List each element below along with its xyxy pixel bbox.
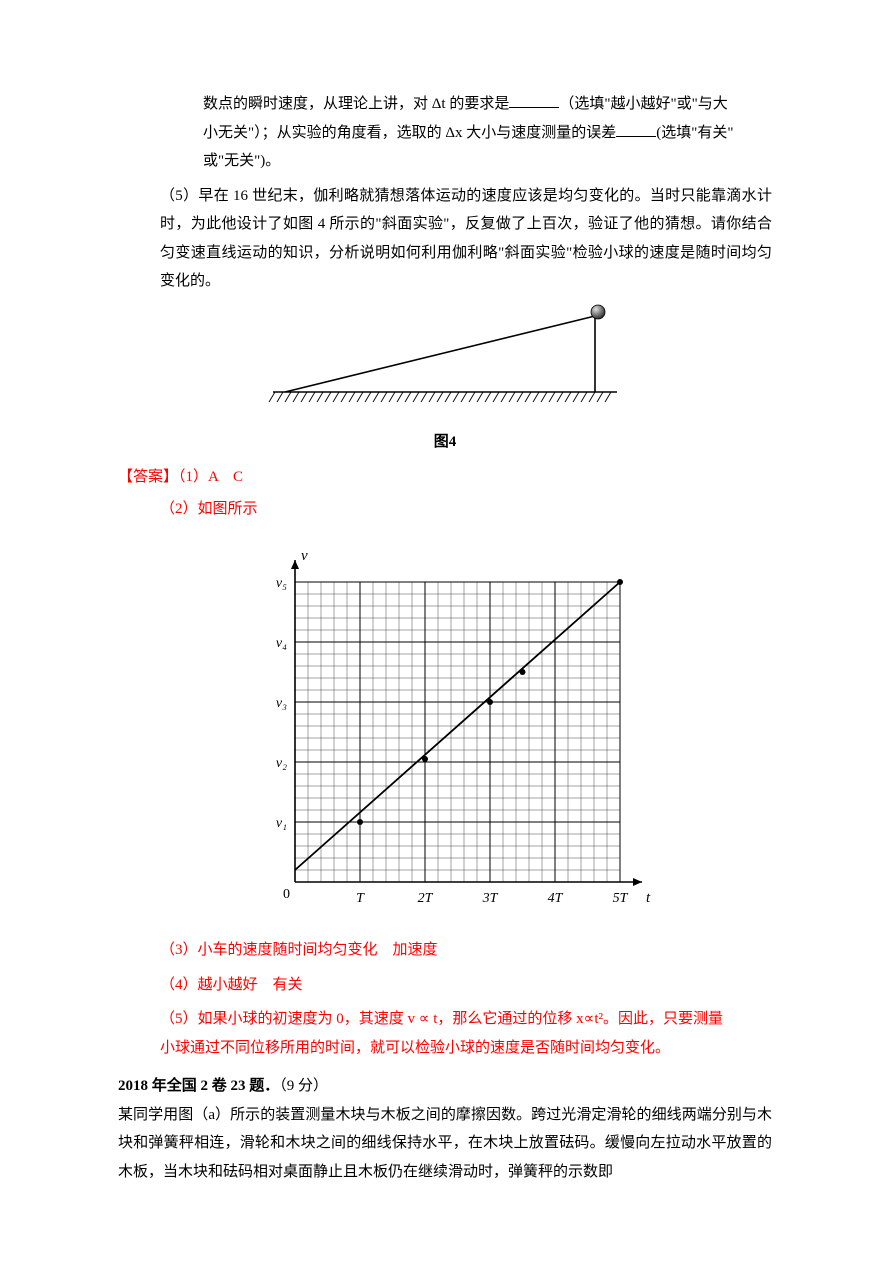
- item5-label: （5）: [160, 188, 198, 204]
- answer3: （3）小车的速度随时间均匀变化 加速度: [118, 936, 772, 965]
- para4b-fill: (选填"有关": [656, 125, 733, 141]
- incline-diagram: [265, 304, 625, 414]
- q2018-heading: 2018 年全国 2 卷 23 题．（9 分）: [118, 1072, 772, 1101]
- blank2: [616, 121, 656, 137]
- para4c-text: 或"无关")。: [203, 153, 280, 169]
- svg-text:v₄: v₄: [276, 636, 287, 651]
- svg-text:4T: 4T: [548, 891, 564, 906]
- q2018-heading-b: （9 分）: [279, 1078, 328, 1094]
- q2018-heading-a: 2018 年全国 2 卷 23 题．: [118, 1078, 279, 1094]
- answer5a: （5）如果小球的初速度为 0，其速度 v ∝ t，那么它通过的位移 x∝t²。因…: [118, 1005, 772, 1034]
- svg-text:2T: 2T: [418, 891, 434, 906]
- vt-chart: 0 T 2T 3T 4T 5T v₁ v₂ v₃ v₄ v₅ t v: [230, 532, 660, 922]
- svg-text:v: v: [301, 548, 308, 564]
- para4a-fill: （选填"越小越好"或"与大: [559, 96, 727, 112]
- para4b-text: 小无关"）；从实验的角度看，选取的 Δx 大小与速度测量的误差: [203, 125, 616, 141]
- answer-block: 【答案】（1）A C: [118, 463, 772, 492]
- answer4: （4）越小越好 有关: [118, 971, 772, 1000]
- para4-line1: 数点的瞬时速度，从理论上讲，对 Δt 的要求是 （选填"越小越好"或"与大: [118, 90, 772, 119]
- svg-text:0: 0: [283, 887, 290, 902]
- svg-text:v₅: v₅: [276, 576, 287, 591]
- svg-text:v₃: v₃: [276, 696, 287, 711]
- figure4: [118, 304, 772, 425]
- svg-text:T: T: [356, 891, 365, 906]
- vt-chart-wrap: 0 T 2T 3T 4T 5T v₁ v₂ v₃ v₄ v₅ t v: [118, 532, 772, 933]
- para4a-text: 数点的瞬时速度，从理论上讲，对 Δt 的要求是: [203, 96, 509, 112]
- answer1: （1）A C: [178, 469, 243, 485]
- svg-text:5T: 5T: [613, 891, 629, 906]
- svg-text:v₂: v₂: [276, 756, 287, 771]
- q2018-body: 某同学用图（a）所示的装置测量木块与木板之间的摩擦因数。跨过光滑定滑轮的细线两端…: [118, 1101, 772, 1187]
- svg-text:3T: 3T: [482, 891, 499, 906]
- para4-line2: 小无关"）；从实验的角度看，选取的 Δx 大小与速度测量的误差 (选填"有关": [118, 119, 772, 148]
- item5-text: 早在 16 世纪末，伽利略就猜想落体运动的速度应该是均匀变化的。当时只能靠滴水计…: [160, 188, 772, 290]
- answer5b: 小球通过不同位移所用的时间，就可以检验小球的速度是否随时间均匀变化。: [118, 1034, 772, 1063]
- answer-label: 【答案】: [118, 469, 178, 485]
- answer2: （2）如图所示: [118, 495, 772, 524]
- svg-text:v₁: v₁: [276, 816, 287, 831]
- item5: （5）早在 16 世纪末，伽利略就猜想落体运动的速度应该是均匀变化的。当时只能靠…: [118, 182, 772, 296]
- para4-line3: 或"无关")。: [118, 147, 772, 176]
- svg-text:t: t: [646, 890, 651, 906]
- blank1: [509, 92, 559, 108]
- page: 数点的瞬时速度，从理论上讲，对 Δt 的要求是 （选填"越小越好"或"与大 小无关…: [0, 0, 892, 1262]
- figure4-caption: 图4: [118, 428, 772, 457]
